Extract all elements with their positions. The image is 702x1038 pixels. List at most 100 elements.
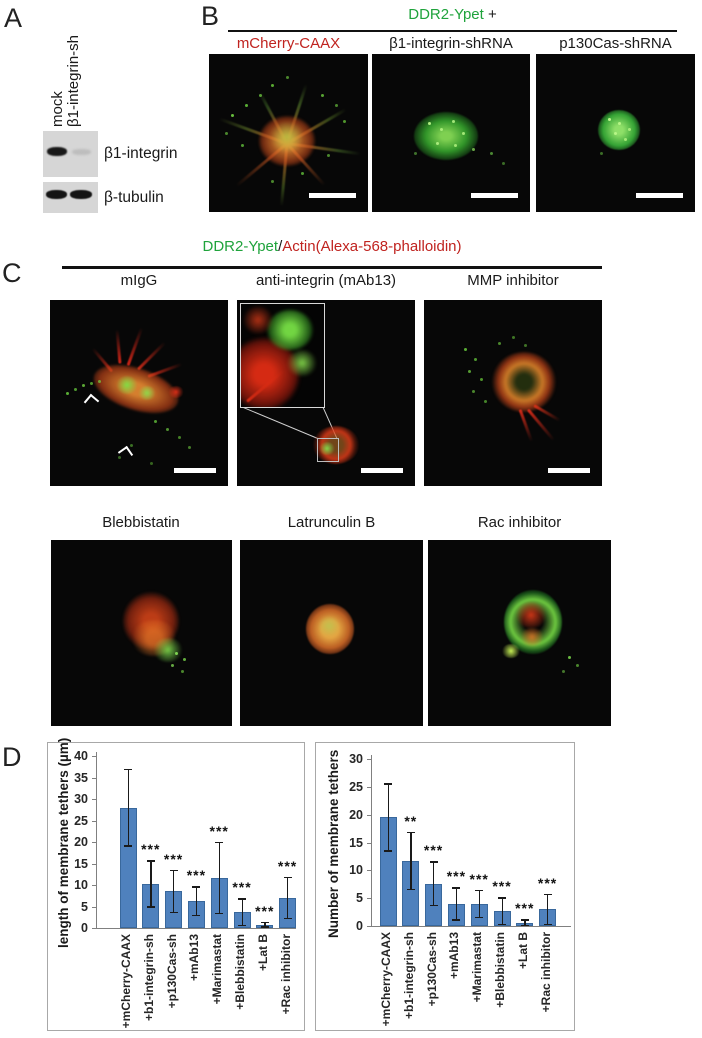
green-speckles bbox=[175, 652, 178, 655]
actin-spike bbox=[136, 341, 166, 371]
significance-marker: *** bbox=[469, 870, 489, 887]
error-bar-stem bbox=[241, 898, 243, 926]
band-mock-b1-integrin bbox=[47, 147, 67, 156]
y-tick-mark bbox=[367, 814, 371, 816]
arrowhead bbox=[83, 393, 100, 410]
y-axis-line bbox=[371, 755, 372, 926]
cell-body-green bbox=[269, 122, 305, 152]
panel-b-col3-label: p130Cas-shRNA bbox=[559, 35, 672, 52]
blot-name-b1-integrin: β1-integrin bbox=[104, 145, 178, 162]
x-tick-label: +mAb13 bbox=[187, 934, 202, 982]
x-tick-label: +Blebbistatin bbox=[493, 932, 507, 1008]
y-tick-mark bbox=[367, 898, 371, 900]
error-bar-stem bbox=[478, 889, 481, 918]
error-bar-cap bbox=[215, 841, 224, 844]
x-tick-label: +Rac inhibitor bbox=[278, 934, 293, 1015]
blot-b-tubulin bbox=[43, 182, 98, 213]
panel-c-col2-label: anti-integrin (mAb13) bbox=[255, 272, 397, 289]
cell-body-red bbox=[168, 386, 184, 398]
x-tick-label: +mCherry-CAAX bbox=[119, 934, 133, 1029]
y-tick-mark bbox=[367, 926, 371, 927]
blot-name-b-tubulin: β-tubulin bbox=[104, 189, 164, 206]
y-tick-mark bbox=[92, 906, 96, 908]
significance-marker: *** bbox=[163, 850, 184, 867]
x-tick-label: +p130Cas-sh bbox=[424, 932, 439, 1007]
panel-c-header-rule bbox=[62, 266, 602, 269]
cell-body bbox=[414, 112, 478, 160]
panel-c-label: C bbox=[2, 258, 22, 288]
micrograph-c-rac-inhibitor bbox=[428, 540, 611, 726]
x-tick-label: +Lat B bbox=[255, 934, 270, 972]
error-bar-cap bbox=[192, 914, 201, 917]
panel-b-header-rule bbox=[228, 30, 677, 32]
y-tick-label: 10 bbox=[349, 863, 363, 878]
inset-green-blob bbox=[267, 310, 313, 350]
cell-body-green bbox=[153, 638, 183, 662]
band-sh-b1-integrin-faint bbox=[72, 149, 91, 155]
micrograph-c-mmp-inhibitor bbox=[424, 300, 602, 486]
significance-marker: *** bbox=[141, 841, 161, 858]
error-bar-cap bbox=[215, 912, 224, 915]
error-bar-cap bbox=[429, 861, 438, 863]
zoom-inset bbox=[240, 303, 325, 408]
y-tick-mark bbox=[92, 928, 96, 929]
error-bar-cap bbox=[406, 888, 415, 891]
x-axis-line bbox=[96, 928, 297, 929]
actin-spike bbox=[115, 329, 122, 364]
error-bar-stem bbox=[264, 921, 266, 928]
error-bar-cap bbox=[169, 869, 178, 872]
y-tick-mark bbox=[92, 756, 96, 757]
blot-b1-integrin bbox=[43, 131, 98, 177]
green-speckles bbox=[568, 656, 571, 659]
y-tick-mark bbox=[367, 786, 371, 788]
error-bar-cap bbox=[238, 924, 246, 927]
y-tick-label: 20 bbox=[74, 835, 88, 849]
x-tick-label: +Marimastat bbox=[210, 934, 225, 1005]
error-bar-stem bbox=[173, 869, 175, 913]
arrowhead bbox=[117, 445, 134, 462]
band-sh-tubulin bbox=[70, 190, 92, 199]
panel-d-label: D bbox=[2, 742, 22, 772]
error-bar-cap bbox=[238, 898, 246, 900]
significance-marker: *** bbox=[255, 902, 275, 919]
error-bar-stem bbox=[410, 831, 412, 890]
panel-c-col5-label: Latrunculin B bbox=[287, 514, 376, 531]
error-bar-cap bbox=[543, 893, 552, 896]
green-speckles bbox=[608, 118, 611, 121]
error-bar-cap bbox=[498, 923, 506, 926]
micrograph-b-p130cas-shrna bbox=[536, 54, 695, 212]
error-bar-cap bbox=[498, 897, 506, 899]
micrograph-b-mcherry-caax bbox=[209, 54, 368, 212]
error-bar-stem bbox=[387, 783, 389, 852]
error-bar-cap bbox=[475, 889, 484, 892]
panel-c-title-sep: / bbox=[278, 238, 283, 255]
error-bar-cap bbox=[452, 887, 461, 889]
x-tick-label: +Blebbistatin bbox=[233, 934, 247, 1010]
error-bar-stem bbox=[547, 893, 549, 925]
y-axis-line bbox=[96, 752, 97, 928]
y-tick-mark bbox=[367, 759, 371, 760]
panel-b-title: DDR2-Ypet + bbox=[228, 6, 677, 23]
green-speckles bbox=[231, 114, 234, 117]
scale-bar bbox=[636, 193, 683, 198]
error-bar-stem bbox=[455, 887, 458, 921]
x-tick-label: +b1-integrin-sh bbox=[401, 932, 416, 1020]
significance-marker: *** bbox=[232, 879, 252, 896]
tether-number-chart: Number of membrane tethers 0 5 10 15 20 25 30 +m… bbox=[315, 742, 575, 1031]
y-tick-label: 5 bbox=[356, 891, 363, 906]
x-tick-label: +Rac inhibitor bbox=[538, 932, 553, 1013]
significance-marker: *** bbox=[209, 822, 229, 839]
error-bar-cap bbox=[520, 924, 529, 927]
y-tick-mark bbox=[367, 842, 371, 844]
band-mock-tubulin bbox=[46, 190, 67, 199]
cell-body-green bbox=[116, 376, 138, 394]
panel-c-col6-label: Rac inhibitor bbox=[477, 514, 562, 531]
panel-a-label: A bbox=[4, 3, 23, 33]
scale-bar bbox=[361, 468, 403, 473]
micrograph-c-blebbistatin bbox=[51, 540, 232, 726]
panel-b-label: B bbox=[201, 1, 220, 31]
error-bar-cap bbox=[452, 919, 461, 921]
y-tick-mark bbox=[92, 842, 96, 843]
error-bar-cap bbox=[543, 923, 552, 926]
